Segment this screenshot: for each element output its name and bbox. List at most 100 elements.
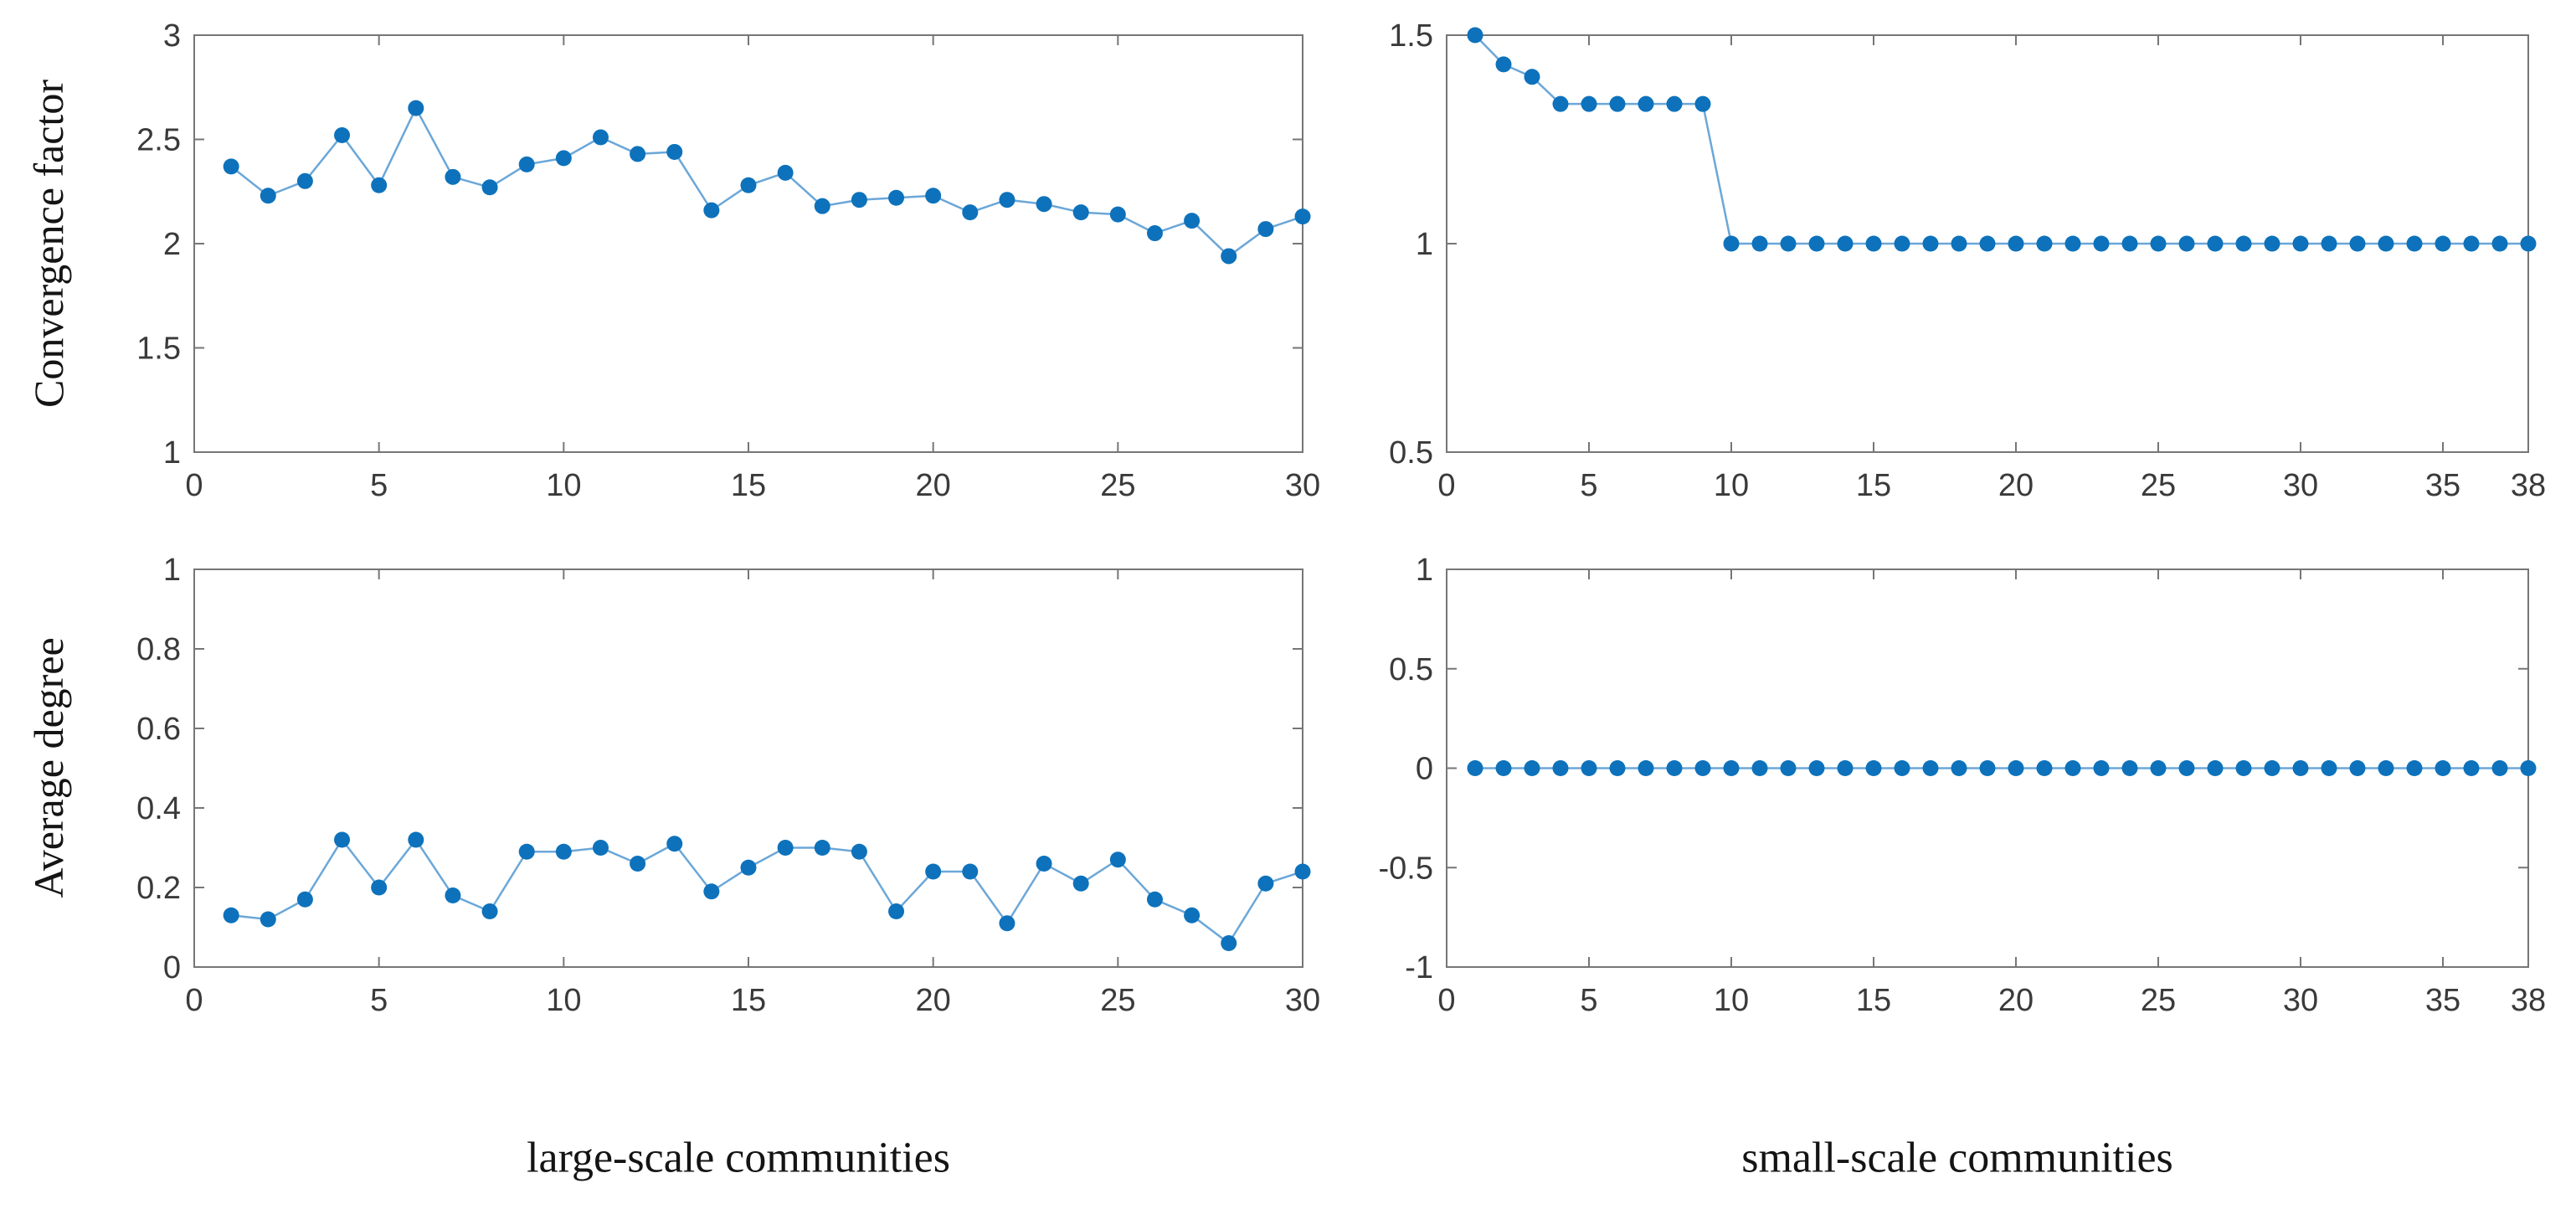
data-point bbox=[999, 915, 1015, 932]
data-point bbox=[2264, 760, 2280, 776]
data-point bbox=[1495, 760, 1512, 776]
data-point bbox=[2064, 235, 2081, 252]
data-point bbox=[1780, 760, 1797, 776]
data-point bbox=[1257, 875, 1274, 892]
data-point bbox=[1184, 907, 1201, 923]
data-point bbox=[1036, 196, 1052, 213]
data-point bbox=[814, 198, 830, 214]
x-tick-label: 25 bbox=[1100, 983, 1135, 1018]
data-point bbox=[1780, 235, 1797, 252]
x-tick-label: 10 bbox=[1714, 983, 1749, 1018]
data-point bbox=[2491, 235, 2508, 252]
data-point bbox=[296, 172, 313, 189]
data-point bbox=[1581, 95, 1597, 112]
data-point bbox=[2292, 760, 2309, 776]
data-point bbox=[1609, 760, 1626, 776]
data-point bbox=[1294, 863, 1311, 880]
caption-large-scale-communities: large-scale communities bbox=[527, 1134, 950, 1182]
data-point bbox=[296, 891, 313, 908]
data-point bbox=[1837, 760, 1854, 776]
y-tick-label: 1.5 bbox=[1389, 18, 1433, 54]
chart-convergence-small: 0 5 10 15 20 25 30 35 38 0.5 1 1.5 bbox=[1389, 18, 2546, 503]
data-point bbox=[2036, 235, 2053, 252]
x-tick-label: 15 bbox=[731, 468, 766, 503]
data-point bbox=[518, 156, 535, 172]
data-point bbox=[2321, 760, 2337, 776]
data-point bbox=[2207, 235, 2224, 252]
data-point bbox=[851, 192, 867, 208]
y-tick-label: 0.5 bbox=[1389, 652, 1433, 687]
data-point bbox=[445, 887, 461, 903]
y-tick-label: 2.5 bbox=[136, 123, 181, 158]
data-point bbox=[999, 192, 1015, 208]
data-point bbox=[2150, 235, 2167, 252]
axes-box bbox=[193, 568, 1303, 968]
data-point bbox=[2349, 760, 2366, 776]
caption-small-scale-communities: small-scale communities bbox=[1741, 1134, 2173, 1182]
x-tick-label: 30 bbox=[1285, 983, 1320, 1018]
data-point bbox=[630, 146, 646, 162]
y-tick-label: 1 bbox=[163, 435, 181, 471]
y-tick-label: 1 bbox=[163, 553, 181, 588]
data-point bbox=[1467, 760, 1483, 776]
x-tick-label: 38 bbox=[2511, 983, 2546, 1018]
data-point bbox=[1638, 95, 1654, 112]
data-point bbox=[2235, 760, 2252, 776]
data-point bbox=[2463, 760, 2480, 776]
x-tick-label: 25 bbox=[2141, 983, 2176, 1018]
data-point bbox=[223, 907, 239, 923]
data-point bbox=[1221, 935, 1237, 951]
data-point bbox=[740, 859, 757, 876]
x-tick-label: 10 bbox=[1714, 468, 1749, 503]
data-point bbox=[1837, 235, 1854, 252]
data-point bbox=[1552, 95, 1569, 112]
y-tick-label: 0.8 bbox=[136, 632, 181, 667]
x-tick-label: 20 bbox=[916, 983, 951, 1018]
data-point bbox=[408, 831, 424, 848]
data-point bbox=[1894, 235, 1910, 252]
data-point bbox=[1294, 208, 1311, 225]
data-point bbox=[2121, 235, 2138, 252]
x-tick-label: 20 bbox=[1998, 983, 2034, 1018]
data-point bbox=[2406, 760, 2423, 776]
data-point bbox=[703, 883, 720, 900]
data-point bbox=[555, 150, 572, 167]
data-point bbox=[260, 911, 276, 928]
x-tick-label: 15 bbox=[1856, 983, 1891, 1018]
y-tick-label: 1 bbox=[1416, 227, 1433, 262]
x-tick-label: 35 bbox=[2425, 468, 2460, 503]
data-point bbox=[1951, 235, 1967, 252]
data-point bbox=[740, 177, 757, 193]
data-point bbox=[1072, 204, 1089, 221]
y-tick-label: 1 bbox=[1416, 553, 1433, 588]
data-point bbox=[1723, 235, 1740, 252]
data-point bbox=[666, 143, 683, 160]
data-point bbox=[1072, 875, 1089, 892]
data-point bbox=[1524, 69, 1540, 85]
data-point bbox=[2463, 235, 2480, 252]
x-tick-label: 20 bbox=[1998, 468, 2034, 503]
data-point bbox=[260, 188, 276, 204]
data-point bbox=[592, 129, 609, 146]
data-point bbox=[2093, 760, 2110, 776]
data-point bbox=[888, 189, 905, 206]
data-point bbox=[1894, 760, 1910, 776]
x-tick-label: 15 bbox=[1856, 468, 1891, 503]
x-tick-label: 30 bbox=[2283, 983, 2318, 1018]
data-point bbox=[481, 903, 498, 919]
y-tick-label: -1 bbox=[1405, 950, 1433, 985]
data-point bbox=[2178, 760, 2195, 776]
x-tick-label: 25 bbox=[2141, 468, 2176, 503]
data-point bbox=[925, 188, 942, 204]
data-point bbox=[962, 204, 979, 221]
data-point bbox=[2435, 235, 2451, 252]
y-tick-label: 0 bbox=[163, 950, 181, 985]
data-point bbox=[1979, 235, 1996, 252]
data-point bbox=[518, 843, 535, 860]
data-point bbox=[2150, 760, 2167, 776]
data-point bbox=[1865, 760, 1882, 776]
x-tick-label: 5 bbox=[370, 468, 388, 503]
data-point bbox=[2520, 235, 2537, 252]
data-point bbox=[1184, 213, 1201, 229]
